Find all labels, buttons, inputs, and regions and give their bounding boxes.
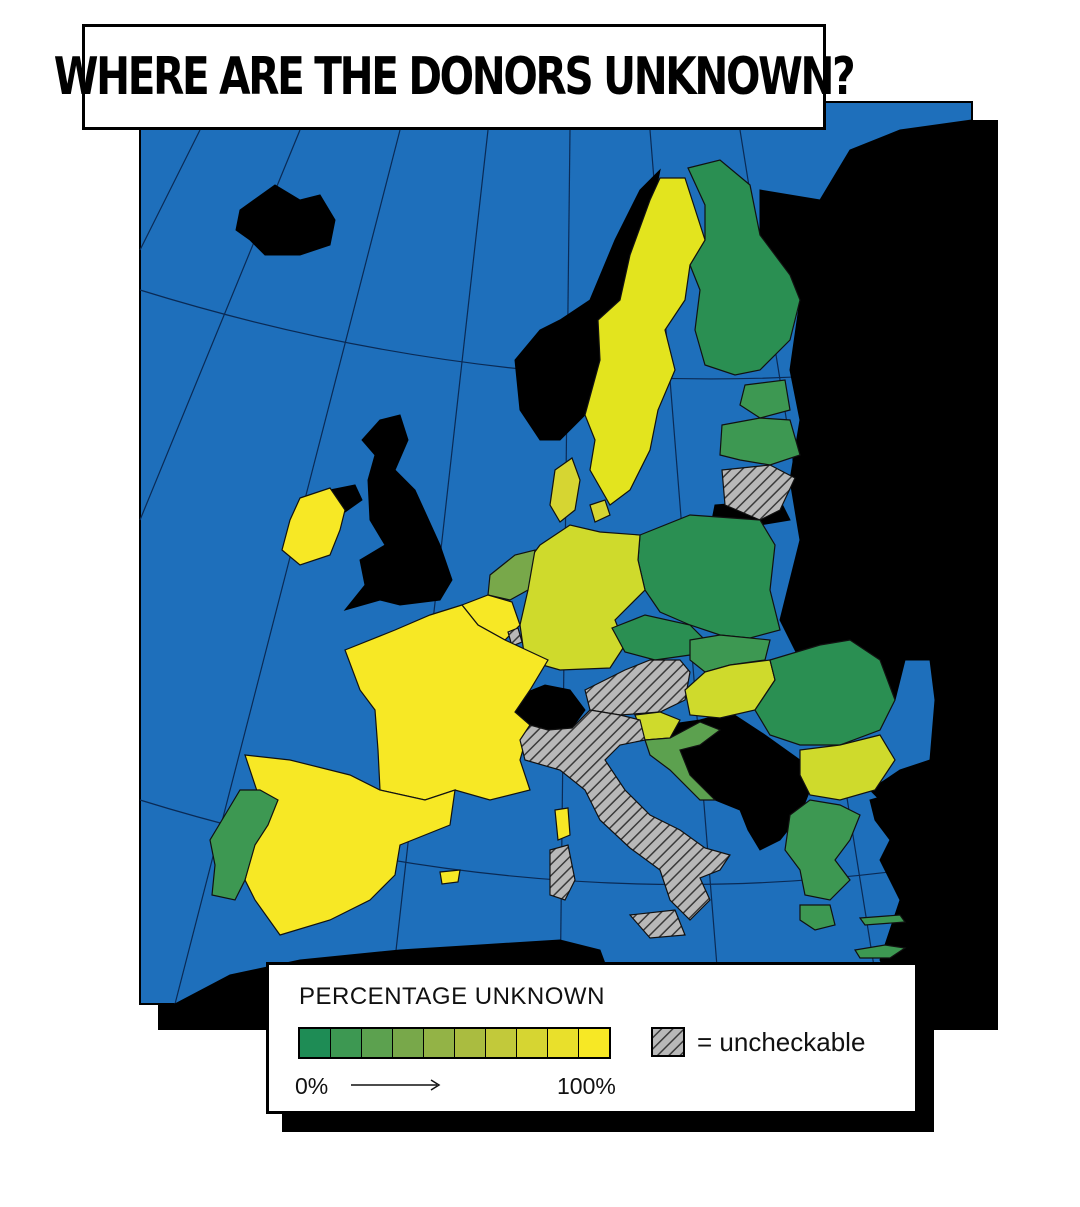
country-spain-balearics [439,869,461,885]
country-denmark-islands [589,499,611,523]
country-france-corsica [554,807,571,841]
united-kingdom [343,414,453,611]
scale-swatch [486,1029,517,1057]
country-portugal [209,789,279,901]
country-ireland [281,487,346,566]
scale-swatch [548,1029,579,1057]
scale-swatch [579,1029,609,1057]
scale-max-label: 100% [557,1073,616,1099]
iceland [235,184,336,256]
scale-min-label: 0% [295,1073,329,1099]
country-greece [784,799,861,901]
scale-swatch [393,1029,424,1057]
country-greece-peloponnese [799,904,836,931]
country-croatia [644,721,722,801]
scale-swatch [424,1029,455,1057]
country-italy [519,709,731,921]
country-cyprus [854,944,907,959]
country-italy-sicily [628,909,686,939]
color-scale [298,1027,611,1059]
page-title: WHERE ARE THE DONORS UNKNOWN? [54,47,856,107]
scale-swatch [517,1029,548,1057]
scale-swatch [300,1029,331,1057]
country-italy-sardinia [549,844,576,901]
russia-belarus-ukraine [759,119,973,1005]
country-bulgaria [799,734,896,801]
scale-swatch [455,1029,486,1057]
arrow-right-icon [351,1079,441,1091]
country-luxembourg [507,627,523,647]
legend: PERCENTAGE UNKNOWN 0% 100% = uncheckable [266,962,918,1114]
country-estonia [739,379,791,419]
country-lithuania [721,464,796,521]
eu-countries [209,159,907,959]
country-denmark [549,457,581,523]
title-box: WHERE ARE THE DONORS UNKNOWN? [54,24,856,130]
uncheckable-swatch [651,1027,685,1057]
scale-swatch [362,1029,393,1057]
meridian-line [174,129,401,1005]
country-latvia [719,417,801,466]
country-romania [754,639,896,746]
legend-title: PERCENTAGE UNKNOWN [299,983,605,1010]
uncheckable-label: = uncheckable [697,1027,866,1057]
country-sweden [584,177,706,506]
country-greece-crete [858,914,907,926]
non-member-land [174,119,973,1005]
meridian-line [139,129,201,251]
turkey [869,789,951,851]
scale-swatch [331,1029,362,1057]
